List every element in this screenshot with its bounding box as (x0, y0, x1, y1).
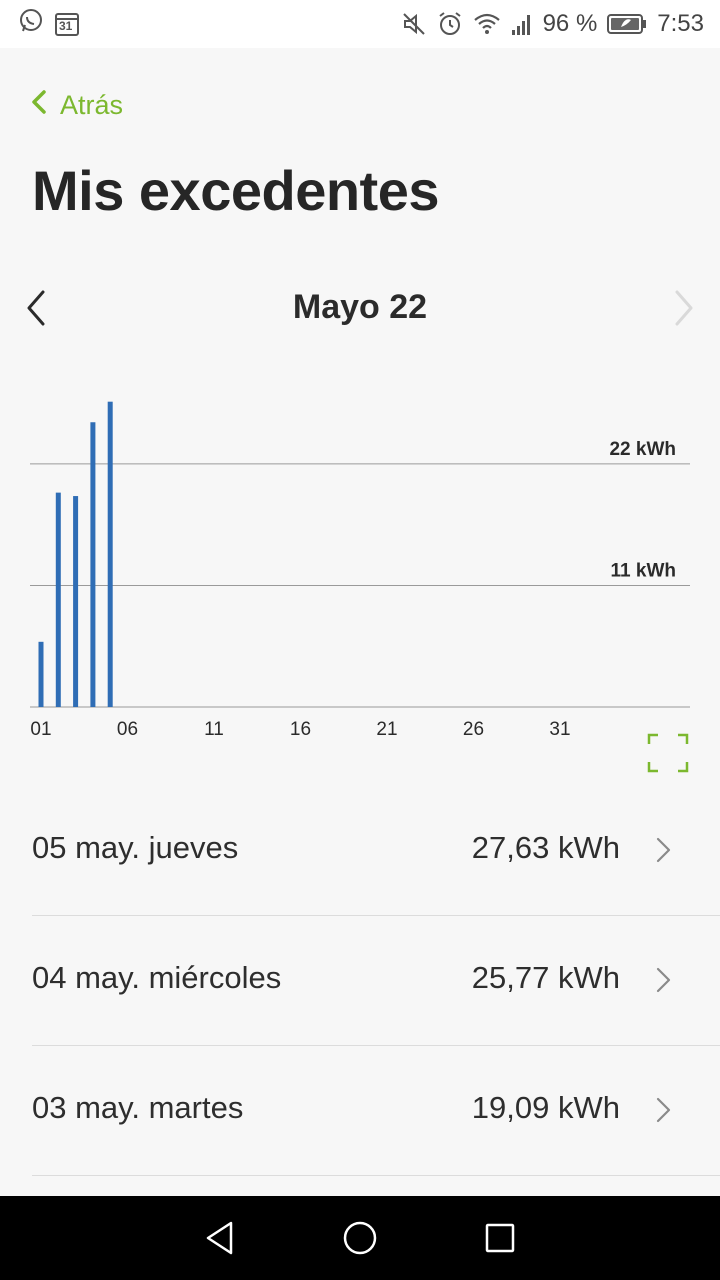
chevron-left-icon (30, 89, 48, 122)
chevron-right-icon (675, 290, 693, 326)
nav-back-button[interactable] (190, 1208, 250, 1268)
chevron-right-icon (656, 967, 671, 993)
triangle-back-icon (206, 1221, 233, 1255)
nav-home-button[interactable] (330, 1208, 390, 1268)
day-label: 03 may. martes (32, 1090, 244, 1125)
back-label: Atrás (60, 89, 124, 120)
page-title: Mis excedentes (32, 159, 439, 222)
x-tick-label: 31 (549, 719, 570, 740)
chart-bar (38, 641, 44, 707)
day-value: 27,63 kWh (471, 830, 620, 865)
mute-icon (401, 11, 427, 37)
status-right: 96 % 7:53 (401, 10, 704, 38)
battery-percent: 96 % (542, 10, 598, 37)
signal-icon (511, 12, 533, 36)
nav-recents-button[interactable] (470, 1208, 530, 1268)
status-left: 31 (18, 8, 80, 41)
status-bar: 31 (0, 0, 720, 48)
month-navigation: Mayo 22 (0, 280, 720, 336)
day-label: 05 may. jueves (32, 830, 239, 865)
day-label: 04 may. miércoles (32, 960, 282, 995)
chart-bar (55, 492, 61, 707)
gridline-label: 11 kWh (611, 560, 676, 581)
chart-bar (73, 496, 79, 707)
circle-home-icon (343, 1221, 377, 1255)
battery-icon (607, 13, 647, 35)
system-navigation-bar (0, 1196, 720, 1280)
whatsapp-icon (18, 8, 44, 41)
month-label: Mayo 22 (292, 288, 428, 326)
chart-bar (107, 401, 113, 707)
chart-bar (90, 422, 96, 707)
day-list: 05 may. jueves 27,63 kWh 04 may. miércol… (0, 786, 720, 1176)
alarm-icon (437, 11, 463, 37)
wifi-icon (473, 11, 501, 37)
x-tick-label: 26 (463, 719, 484, 740)
clock: 7:53 (657, 10, 704, 37)
day-row[interactable]: 04 may. miércoles 25,77 kWh (32, 916, 720, 1046)
next-month-button[interactable] (662, 286, 706, 330)
gridline-label: 22 kWh (609, 439, 676, 460)
chart-svg: 11 kWh 22 kWh 01 06 11 16 21 26 31 (30, 401, 690, 740)
day-value: 19,09 kWh (471, 1090, 620, 1125)
back-button[interactable]: Atrás (30, 84, 123, 126)
calendar-icon: 31 (54, 11, 80, 37)
x-tick-label: 16 (290, 719, 311, 740)
chevron-left-icon (27, 290, 45, 326)
square-recents-icon (485, 1223, 515, 1253)
fullscreen-icon (647, 733, 689, 773)
expand-chart-button[interactable] (646, 732, 690, 774)
chevron-right-icon (656, 837, 671, 863)
x-tick-label: 06 (117, 719, 138, 740)
surplus-chart: 11 kWh 22 kWh 01 06 11 16 21 26 31 (0, 380, 720, 780)
x-tick-label: 11 (204, 719, 224, 740)
calendar-day: 31 (59, 19, 73, 33)
x-tick-label: 21 (376, 719, 397, 740)
day-value: 25,77 kWh (471, 960, 620, 995)
day-row[interactable]: 05 may. jueves 27,63 kWh (32, 786, 720, 916)
chevron-right-icon (656, 1097, 671, 1123)
x-tick-label: 01 (30, 719, 51, 740)
previous-month-button[interactable] (14, 286, 58, 330)
day-row[interactable]: 03 may. martes 19,09 kWh (32, 1046, 720, 1176)
